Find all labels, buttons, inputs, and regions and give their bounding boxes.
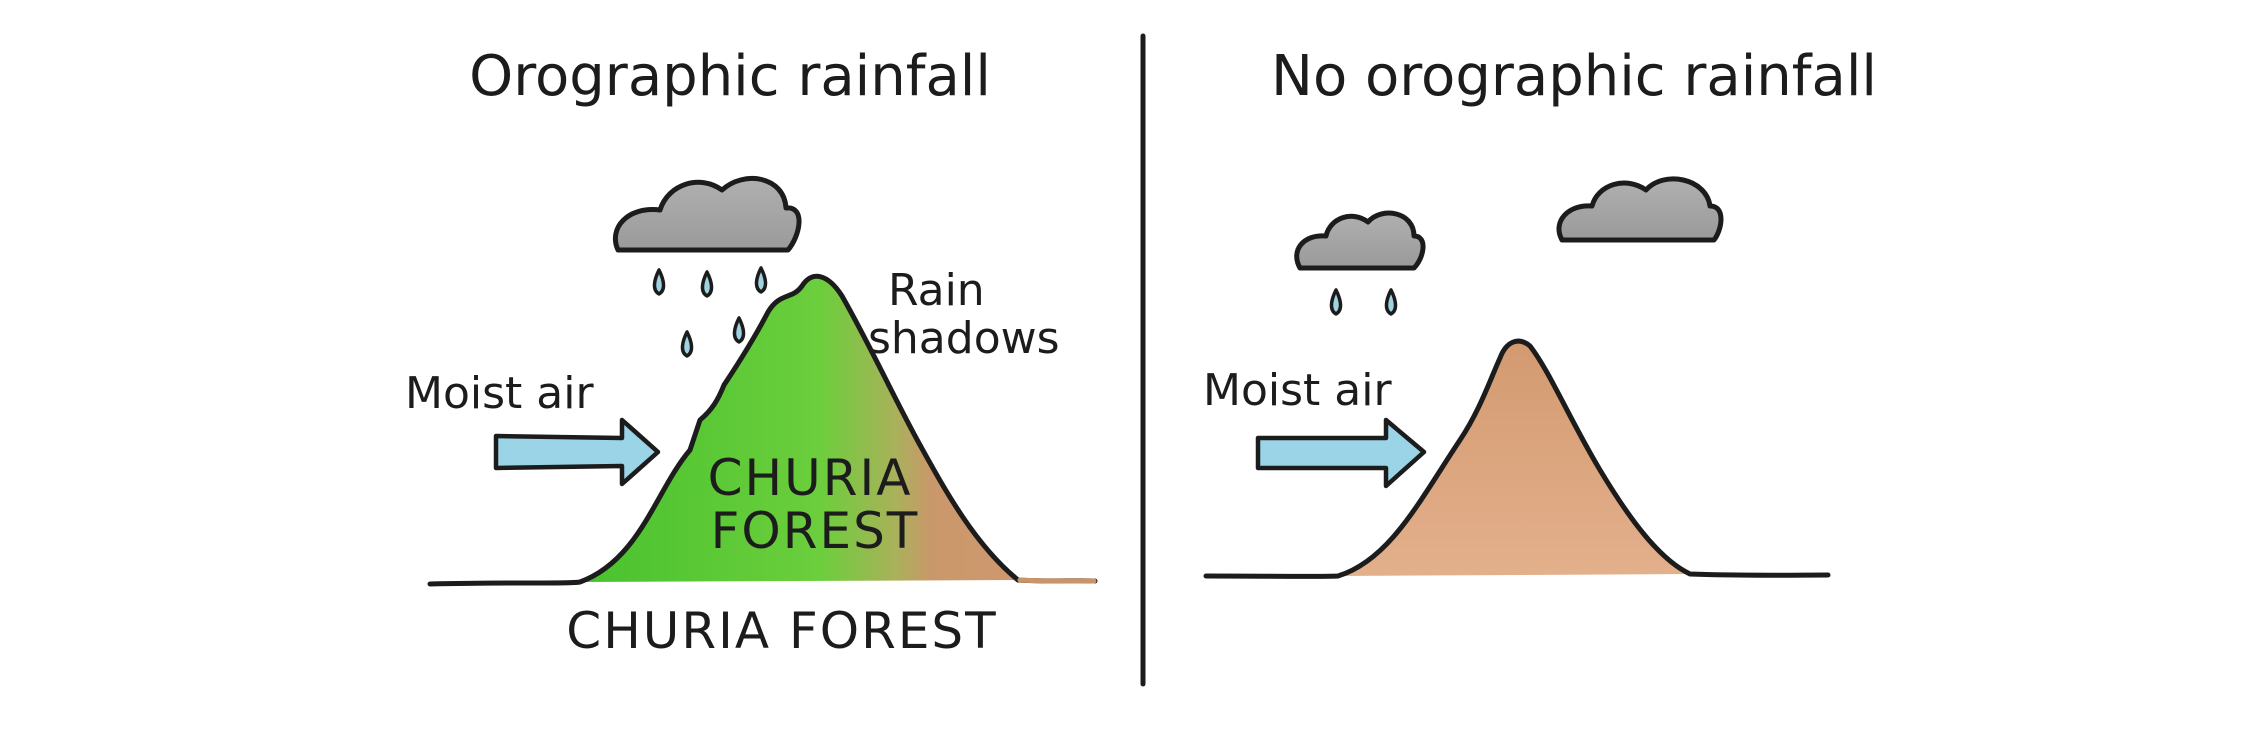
- rain-shadows-label-line1: Rain: [888, 265, 985, 316]
- raindrop-icon: [732, 316, 746, 344]
- right-moist-air-label: Moist air: [1203, 365, 1392, 416]
- raindrop-icon: [754, 266, 768, 294]
- rain-drops: [652, 266, 768, 358]
- rain-drops: [1329, 288, 1398, 316]
- cloud-icon: [1294, 210, 1426, 271]
- raindrop-icon: [1329, 288, 1343, 316]
- forest-mountain: [427, 273, 1098, 587]
- raindrop-icon: [1384, 288, 1398, 316]
- mountain-label-line2: FOREST: [711, 502, 920, 560]
- arrow-right-icon: [1255, 417, 1427, 489]
- cloud-icon: [1556, 176, 1724, 243]
- raindrop-icon: [680, 330, 694, 358]
- cloud-icon: [612, 175, 802, 253]
- left-panel: Orographic rainfall: [405, 44, 1098, 660]
- mountain-label-line1: CHURIA: [708, 449, 913, 507]
- dry-mountain: [1203, 338, 1831, 579]
- raindrop-icon: [652, 268, 666, 296]
- ground-label: CHURIA FOREST: [566, 602, 997, 660]
- arrow-right-icon: [493, 417, 661, 487]
- right-panel-title: No orographic rainfall: [1271, 44, 1877, 109]
- left-moist-air-label: Moist air: [405, 368, 594, 419]
- raindrop-icon: [700, 270, 714, 298]
- rain-shadows-label-line2: shadows: [868, 313, 1060, 364]
- left-panel-title: Orographic rainfall: [469, 44, 991, 109]
- right-panel: No orographic rainfall Moist air: [1203, 44, 1877, 579]
